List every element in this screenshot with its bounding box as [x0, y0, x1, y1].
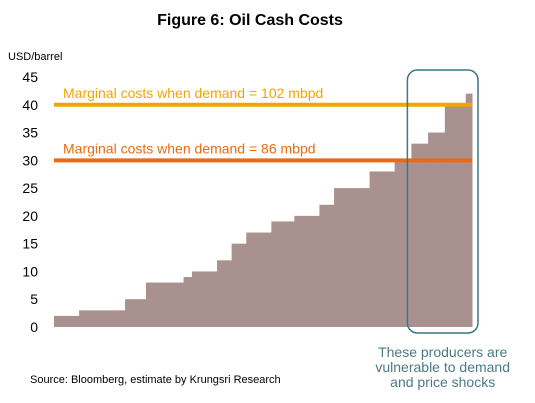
reference-line-label-40: Marginal costs when demand = 102 mbpd: [63, 85, 323, 101]
cost-step-13: [369, 171, 396, 327]
y-tick-label-15: 15: [22, 236, 38, 252]
reference-lines: Marginal costs when demand = 102 mbpd Mar…: [54, 85, 472, 163]
cost-step-3: [145, 282, 185, 327]
chart-title: Figure 6: Oil Cash Costs: [157, 12, 343, 29]
y-tick-label-10: 10: [22, 263, 38, 279]
cost-step-5: [191, 271, 218, 327]
cost-step-12: [334, 188, 371, 327]
cost-step-10: [294, 215, 320, 327]
highlight-note: These producers are vulnerable to demand a…: [375, 344, 510, 390]
y-tick-label-0: 0: [30, 319, 38, 335]
cost-step-16: [428, 132, 446, 327]
cost-step-1: [79, 310, 126, 327]
cost-step-4: [183, 277, 193, 327]
source-note: Source: Bloomberg, estimate by Krungsri …: [30, 374, 281, 386]
cost-step-11: [319, 204, 335, 327]
cost-step-18: [465, 93, 473, 328]
y-axis-label: USD/barrel: [8, 51, 62, 63]
y-tick-label-45: 45: [22, 69, 38, 85]
cost-step-6: [217, 260, 233, 327]
y-tick-label-30: 30: [22, 152, 38, 168]
y-tick-label-5: 5: [30, 291, 38, 307]
cost-step-17: [444, 104, 467, 328]
y-tick-label-40: 40: [22, 97, 38, 113]
highlight-box: [406, 69, 479, 334]
cost-step-7: [231, 243, 247, 327]
y-tick-label-35: 35: [22, 125, 38, 141]
cost-step-0: [54, 315, 80, 327]
y-tick-label-25: 25: [22, 180, 38, 196]
vulnerable-producers-highlight: [406, 69, 479, 334]
cost-step-14: [394, 160, 412, 327]
highlight-note-text: These producers are vulnerable to demand a…: [375, 344, 510, 390]
y-axis-ticks: 0 5 10 15 20 25 30 35 40 45: [22, 69, 38, 335]
cost-step-15: [411, 143, 429, 327]
y-tick-label-20: 20: [22, 208, 38, 224]
cost-step-2: [125, 299, 147, 327]
cost-step-8: [246, 232, 272, 327]
cost-curve: [54, 93, 473, 328]
cost-step-9: [271, 221, 295, 327]
reference-line-label-30: Marginal costs when demand = 86 mbpd: [63, 140, 316, 156]
